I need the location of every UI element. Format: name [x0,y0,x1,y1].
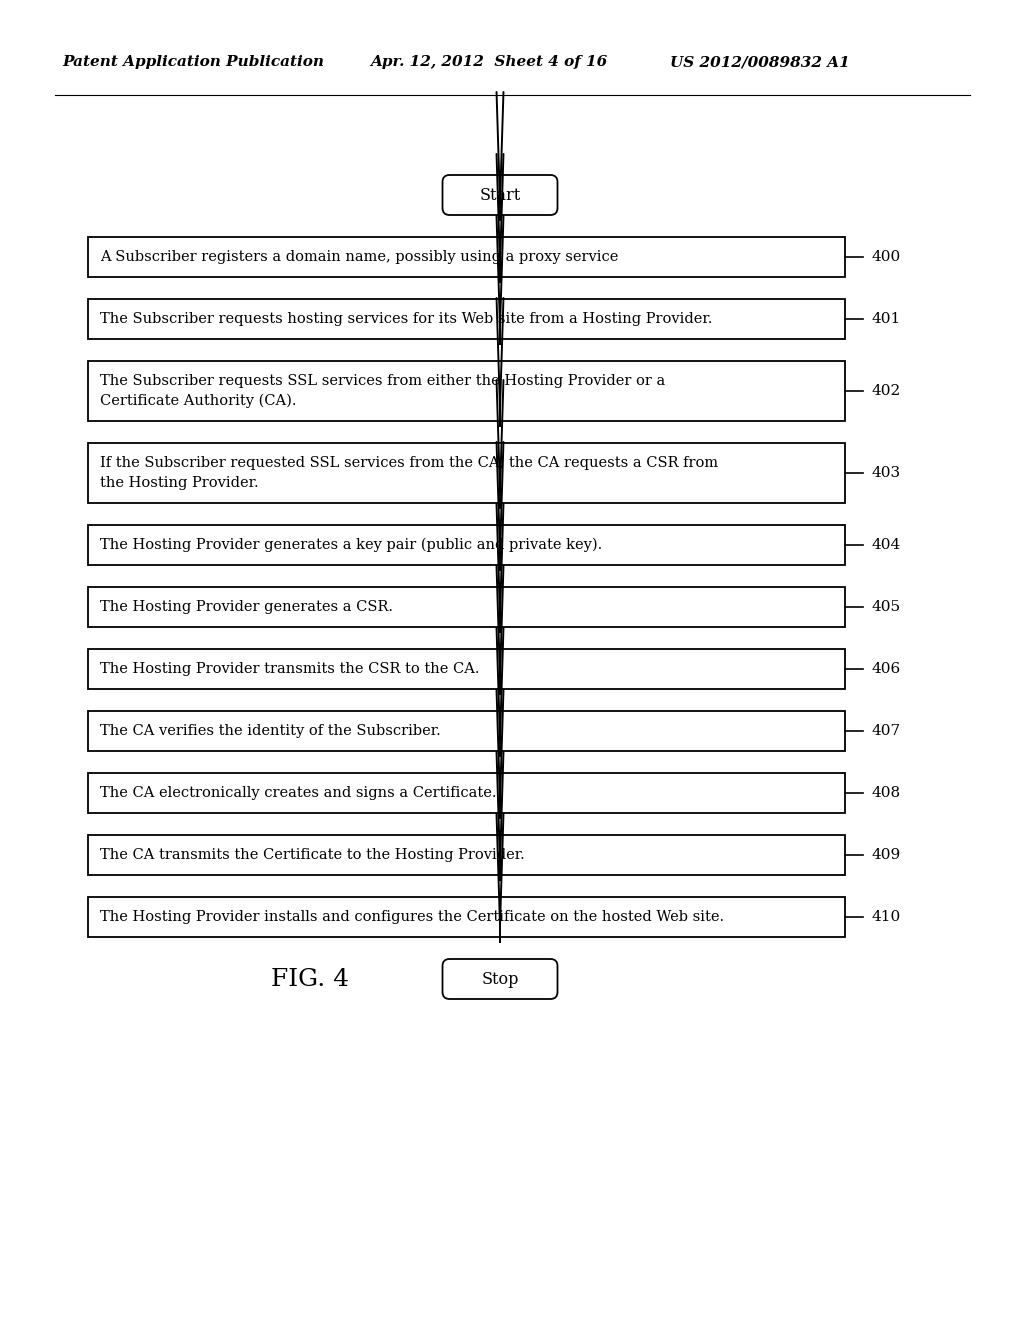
Text: 401: 401 [871,312,900,326]
Bar [88,587,845,627]
Text: The Hosting Provider generates a key pair (public and private key).: The Hosting Provider generates a key pai… [100,537,602,552]
Text: FIG. 4: FIG. 4 [271,968,349,990]
Text: 404: 404 [871,539,900,552]
Text: Apr. 12, 2012  Sheet 4 of 16: Apr. 12, 2012 Sheet 4 of 16 [370,55,607,69]
Text: 408: 408 [871,785,900,800]
Bar [88,300,845,339]
Text: The Subscriber requests hosting services for its Web site from a Hosting Provide: The Subscriber requests hosting services… [100,312,713,326]
Text: The CA verifies the identity of the Subscriber.: The CA verifies the identity of the Subs… [100,723,440,738]
Text: 407: 407 [871,723,900,738]
Bar [88,444,845,503]
Text: The CA transmits the Certificate to the Hosting Provider.: The CA transmits the Certificate to the … [100,847,524,862]
Bar [88,360,845,421]
Bar [88,836,845,875]
Text: The Hosting Provider transmits the CSR to the CA.: The Hosting Provider transmits the CSR t… [100,663,479,676]
FancyBboxPatch shape [442,176,557,215]
Text: 405: 405 [871,601,900,614]
Text: The Hosting Provider generates a CSR.: The Hosting Provider generates a CSR. [100,601,393,614]
Text: Patent Application Publication: Patent Application Publication [62,55,324,69]
Bar [88,238,845,277]
Text: The Hosting Provider installs and configures the Certificate on the hosted Web s: The Hosting Provider installs and config… [100,909,724,924]
Text: Start: Start [479,186,520,203]
Text: Stop: Stop [481,970,519,987]
Text: 402: 402 [871,384,900,399]
Text: 409: 409 [871,847,900,862]
Text: 403: 403 [871,466,900,480]
Bar [88,525,845,565]
Text: 410: 410 [871,909,900,924]
Bar [88,774,845,813]
Text: The CA electronically creates and signs a Certificate.: The CA electronically creates and signs … [100,785,497,800]
Text: 406: 406 [871,663,900,676]
Bar [88,898,845,937]
Bar [88,649,845,689]
Bar [88,711,845,751]
FancyBboxPatch shape [442,960,557,999]
Text: The Subscriber requests SSL services from either the Hosting Provider or a
Certi: The Subscriber requests SSL services fro… [100,374,666,408]
Text: US 2012/0089832 A1: US 2012/0089832 A1 [670,55,850,69]
Text: 400: 400 [871,249,900,264]
Text: If the Subscriber requested SSL services from the CA, the CA requests a CSR from: If the Subscriber requested SSL services… [100,457,718,490]
Text: A Subscriber registers a domain name, possibly using a proxy service: A Subscriber registers a domain name, po… [100,249,618,264]
